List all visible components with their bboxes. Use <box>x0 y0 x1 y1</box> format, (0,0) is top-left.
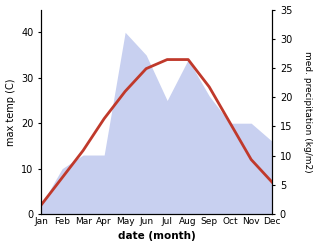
X-axis label: date (month): date (month) <box>118 231 196 242</box>
Y-axis label: max temp (C): max temp (C) <box>5 78 16 145</box>
Y-axis label: med. precipitation (kg/m2): med. precipitation (kg/m2) <box>303 51 313 173</box>
